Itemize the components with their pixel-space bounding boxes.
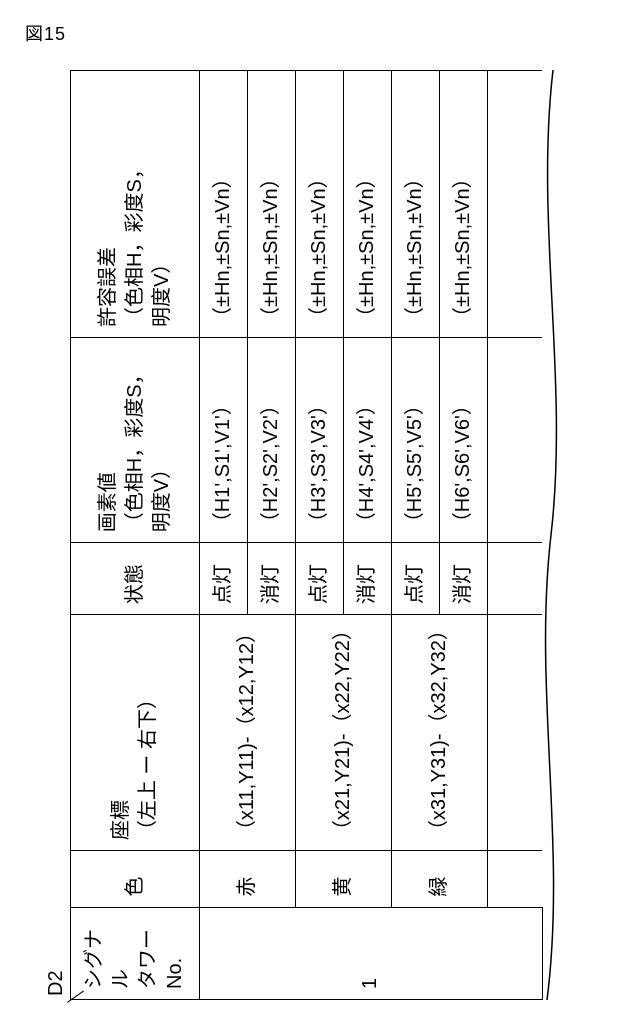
page: 図15 D2 シグナルタワーNo. 色 座標（左上 ー 右下） 状態 — [0, 0, 640, 1023]
cell-state: 消灯 — [248, 543, 296, 615]
table-container: D2 シグナルタワーNo. 色 座標（左上 ー 右下） 状態 画素値（色相H，彩… — [45, 70, 567, 1000]
continuation-wavy-edge — [541, 70, 567, 1000]
table-row: 1 赤 （x11,Y11)-（x12,Y12） 点灯 （H1',S1',V1'）… — [200, 71, 248, 1000]
cell-empty — [488, 337, 543, 542]
cell-empty — [488, 615, 543, 851]
callout-text: D2 — [45, 970, 67, 996]
header-pixel: 画素値（色相H，彩度S，明度V） — [71, 337, 200, 542]
header-tol: 許容誤差（色相H，彩度S，明度V） — [71, 71, 200, 338]
header-no: シグナルタワーNo. — [71, 907, 200, 999]
table-row: 黄 （x21,Y21)-（x22,Y22） 点灯 （H3',S3',V3'） （… — [296, 71, 344, 1000]
cell-tol: （±Hn,±Sn,±Vn） — [440, 71, 488, 338]
cell-tol: （±Hn,±Sn,±Vn） — [392, 71, 440, 338]
header-color: 色 — [71, 851, 200, 907]
cell-tol: （±Hn,±Sn,±Vn） — [248, 71, 296, 338]
cell-coord-red: （x11,Y11)-（x12,Y12） — [200, 615, 296, 851]
cell-pixel: （H3',S3',V3'） — [296, 337, 344, 542]
header-state: 状態 — [71, 543, 200, 615]
rotated-table-wrap: D2 シグナルタワーNo. 色 座標（左上 ー 右下） 状態 画素値（色相H，彩… — [45, 70, 567, 1000]
cell-coord-green: （x31,Y31)-（x32,Y32） — [392, 615, 488, 851]
cell-color-red: 赤 — [200, 851, 296, 907]
cell-tol: （±Hn,±Sn,±Vn） — [200, 71, 248, 338]
cell-color-green: 緑 — [392, 851, 488, 907]
cell-pixel: （H5',S5',V5'） — [392, 337, 440, 542]
cell-state: 点灯 — [392, 543, 440, 615]
cell-color-yellow: 黄 — [296, 851, 392, 907]
data-table: シグナルタワーNo. 色 座標（左上 ー 右下） 状態 画素値（色相H，彩度S，… — [70, 70, 543, 1000]
cell-tower-no: 1 — [200, 907, 543, 999]
cell-tol: （±Hn,±Sn,±Vn） — [296, 71, 344, 338]
cell-pixel: （H2',S2',V2'） — [248, 337, 296, 542]
cell-empty — [488, 71, 543, 338]
cell-state: 点灯 — [296, 543, 344, 615]
cell-state: 消灯 — [344, 543, 392, 615]
figure-label: 図15 — [25, 20, 66, 46]
header-coord: 座標（左上 ー 右下） — [71, 615, 200, 851]
table-row: 緑 （x31,Y31)-（x32,Y32） 点灯 （H5',S5',V5'） （… — [392, 71, 440, 1000]
cell-state: 消灯 — [440, 543, 488, 615]
cell-tol: （±Hn,±Sn,±Vn） — [344, 71, 392, 338]
callout-label: D2 — [45, 970, 68, 996]
cell-state: 点灯 — [200, 543, 248, 615]
cell-pixel: （H1',S1',V1'） — [200, 337, 248, 542]
cell-pixel: （H6',S6',V6'） — [440, 337, 488, 542]
header-row: シグナルタワーNo. 色 座標（左上 ー 右下） 状態 画素値（色相H，彩度S，… — [71, 71, 200, 1000]
cell-empty — [488, 543, 543, 615]
cell-pixel: （H4',S4',V4'） — [344, 337, 392, 542]
cell-empty — [488, 851, 543, 907]
cell-coord-yellow: （x21,Y21)-（x22,Y22） — [296, 615, 392, 851]
table-row-continuation — [488, 71, 543, 1000]
